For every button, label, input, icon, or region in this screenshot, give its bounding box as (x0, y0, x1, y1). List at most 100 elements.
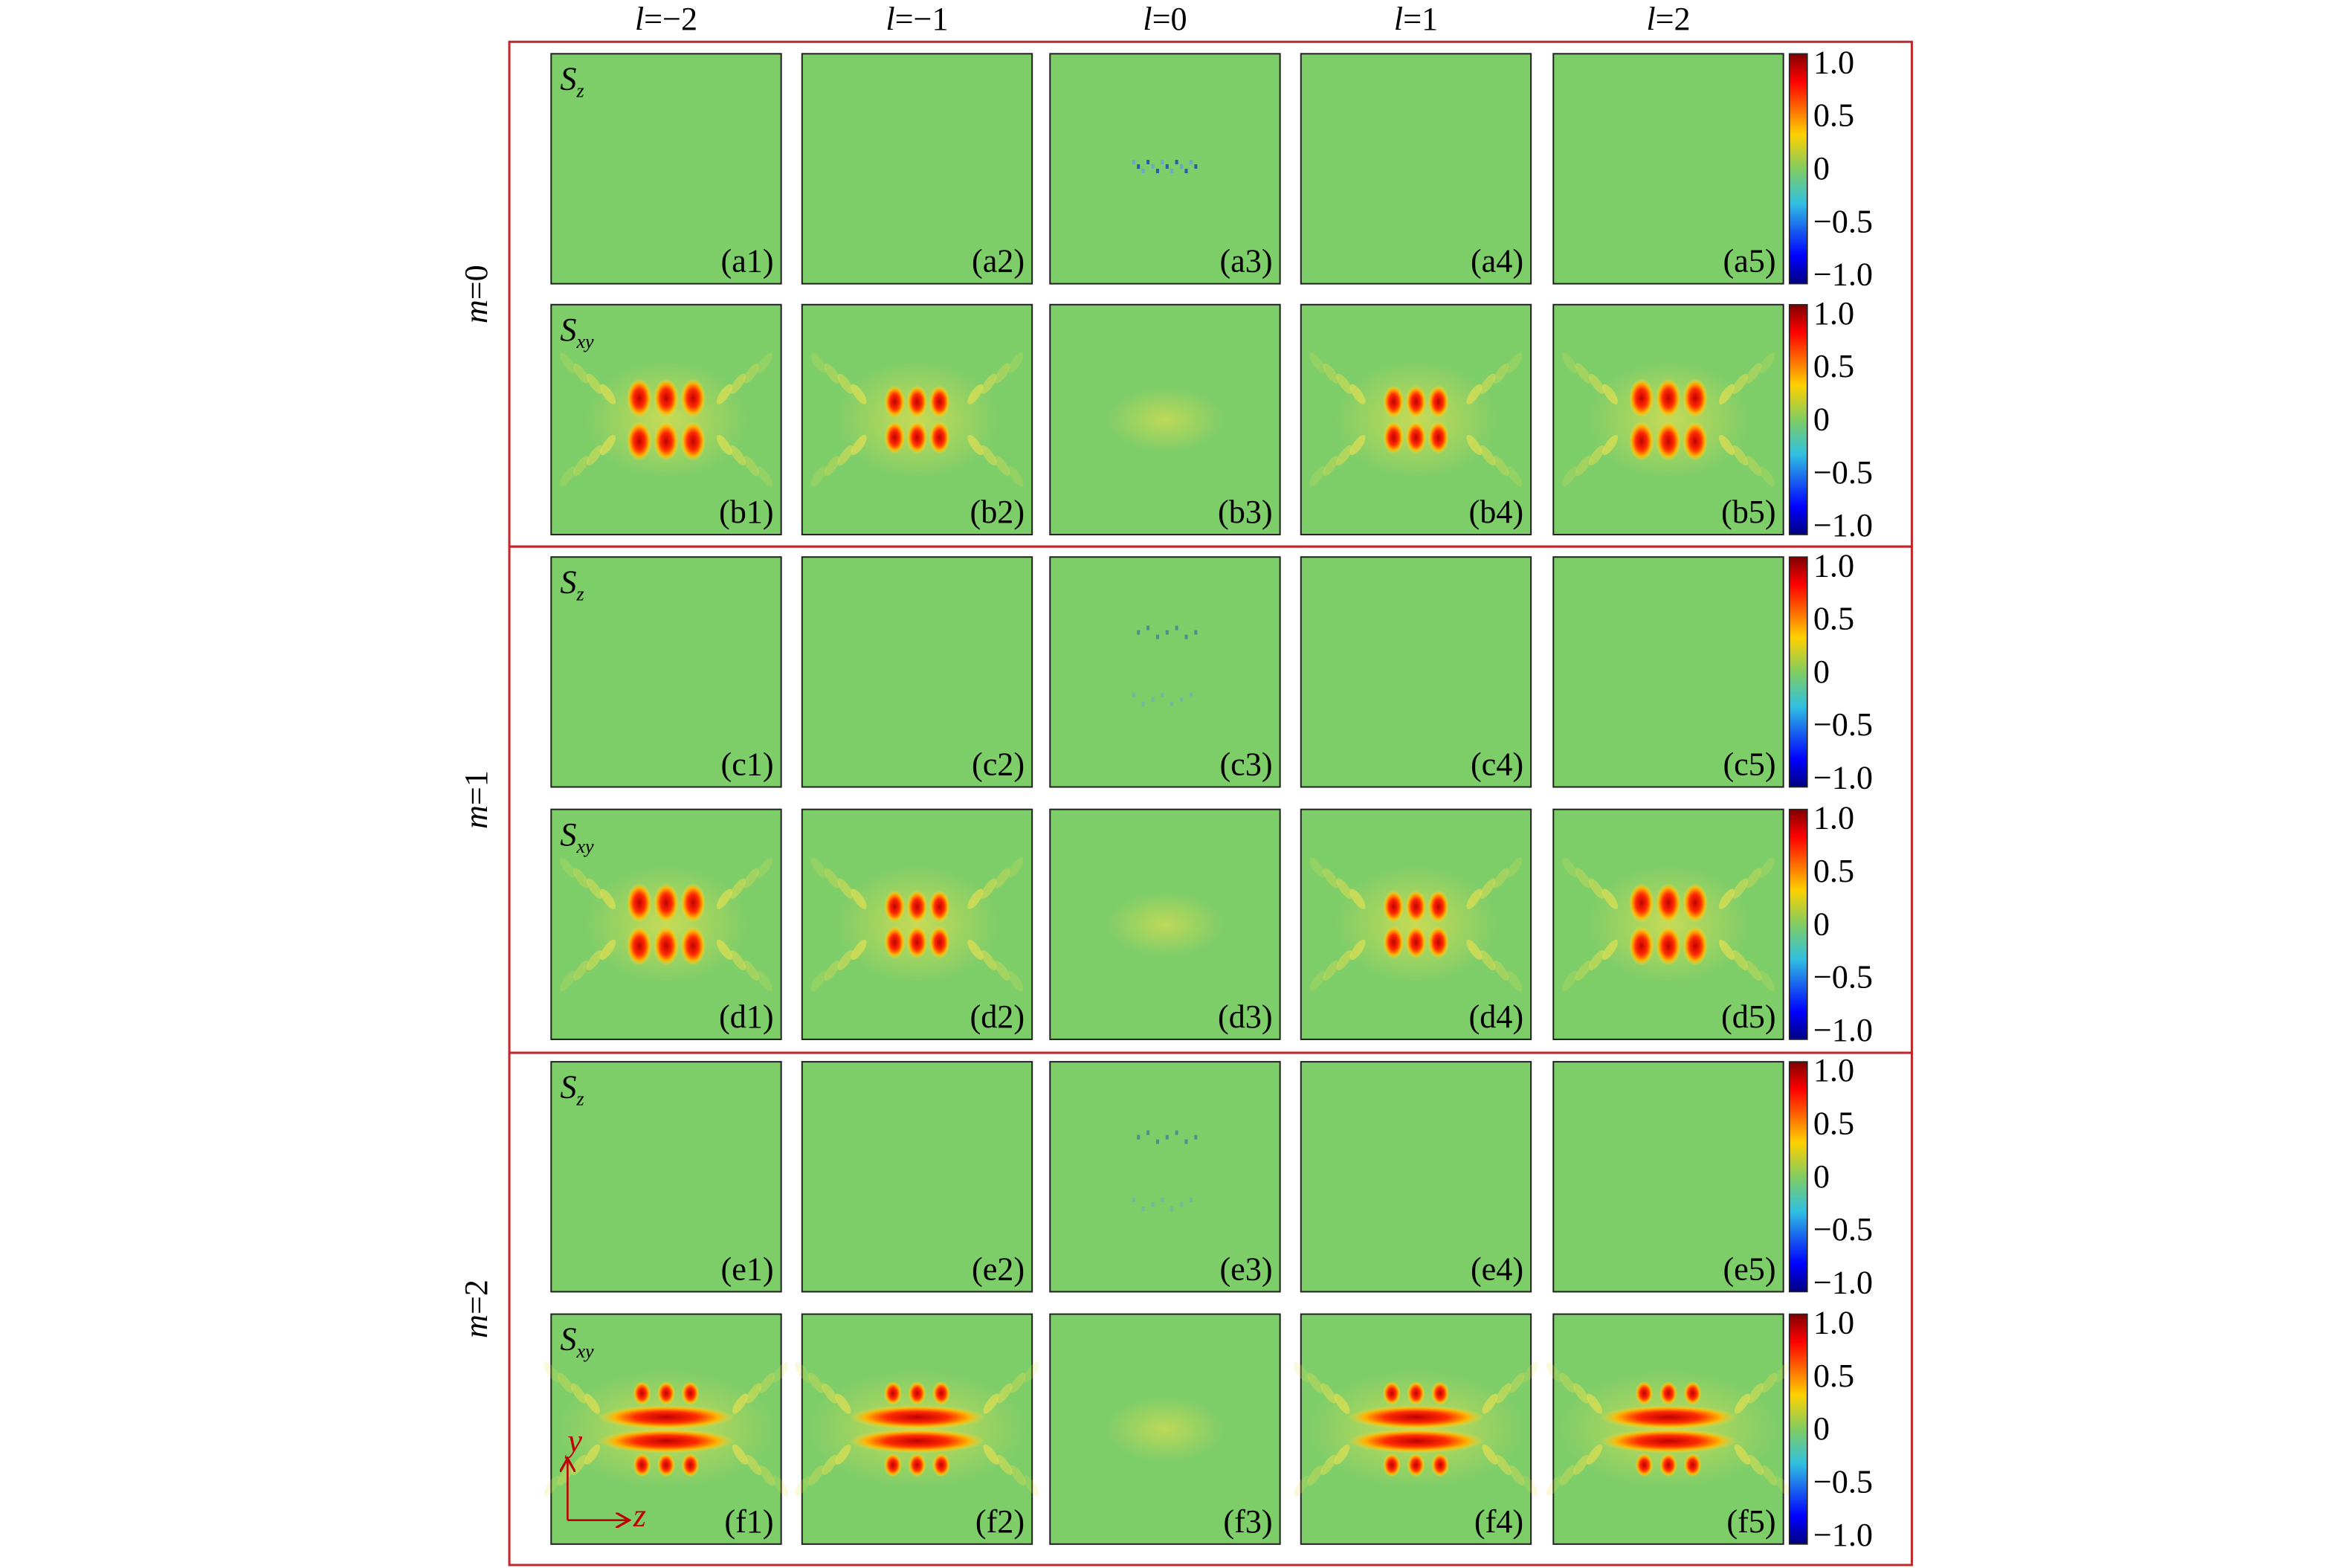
header-symbol: l (1646, 1, 1655, 37)
side-fringe (1309, 857, 1326, 878)
speckle (1155, 1139, 1159, 1144)
field-lobe (848, 1405, 986, 1430)
speckle (1137, 1135, 1141, 1140)
speckle (1189, 1197, 1193, 1202)
speckle (1170, 1206, 1174, 1211)
side-fringe (810, 352, 827, 373)
side-fringe (1010, 1372, 1026, 1393)
side-fringe (1506, 971, 1523, 992)
side-fringe (1561, 857, 1578, 878)
side-fringe (1732, 445, 1748, 466)
field-lobe (906, 385, 928, 419)
row-symbol: m (458, 1314, 494, 1338)
side-fringe (1466, 434, 1483, 456)
speckle (1180, 1201, 1184, 1207)
speckle (1194, 1135, 1198, 1140)
field-lobe (1383, 890, 1404, 923)
column-header: l=1 (1394, 1, 1438, 37)
side-fringe (1746, 868, 1761, 888)
side-fringe (1572, 1454, 1589, 1476)
side-fringe (1323, 456, 1339, 477)
header-symbol: l (1143, 1, 1152, 37)
side-fringe (851, 434, 867, 456)
panel-label: (e5) (1723, 1251, 1775, 1287)
colorbar (1788, 1313, 1808, 1545)
panel-label: (b3) (1218, 494, 1273, 530)
speckle (1175, 625, 1178, 630)
field-lobe (929, 890, 950, 923)
side-fringe (757, 857, 773, 878)
speckle (1165, 164, 1169, 169)
axis-label: y (564, 1422, 582, 1459)
side-fringe (716, 888, 732, 909)
field-lobe (657, 1381, 676, 1406)
side-fringe (1307, 1372, 1323, 1393)
panel-label: (c3) (1219, 746, 1272, 782)
header-value: =2 (1656, 1, 1691, 37)
quantity-symbol: S (560, 1068, 576, 1105)
side-fringe (824, 868, 840, 888)
field-halo (1105, 1396, 1225, 1462)
colorbar-tick-label: 0.5 (1813, 97, 1854, 134)
quantity-symbol: S (560, 564, 576, 600)
side-fringe (1320, 1383, 1337, 1404)
side-fringe (759, 1465, 775, 1486)
panel-label: (a1) (720, 243, 773, 280)
side-fringe (1509, 1465, 1525, 1486)
field-lobe (929, 421, 950, 454)
field-lobe (1405, 890, 1427, 923)
side-fringe (1589, 878, 1605, 899)
side-fringe (600, 939, 616, 961)
side-fringe (587, 445, 603, 466)
side-fringe (1294, 1475, 1310, 1497)
side-fringe (1561, 352, 1578, 373)
colorbar-tick-label: −1.0 (1813, 257, 1873, 293)
field-lobe (1407, 1453, 1425, 1477)
side-fringe (559, 466, 575, 487)
row-value: =2 (458, 1280, 494, 1314)
side-fringe (983, 1393, 999, 1414)
side-fringe (1007, 971, 1024, 992)
panel-label: (c4) (1471, 746, 1523, 782)
side-fringe (1323, 363, 1339, 384)
side-fringe (994, 868, 1010, 888)
speckle (1146, 159, 1150, 164)
side-fringe (1480, 949, 1496, 971)
field-lobe (1659, 1453, 1678, 1477)
side-fringe (584, 1444, 600, 1465)
panel-label: (c1) (720, 746, 773, 782)
side-fringe (1575, 960, 1591, 981)
field-lobe (906, 890, 928, 923)
side-fringe (1589, 949, 1605, 971)
colorbar (1788, 53, 1808, 285)
speckle (1161, 692, 1164, 698)
panel-label: (c5) (1723, 746, 1775, 782)
side-fringe (743, 960, 759, 981)
panel-label: (f3) (1223, 1503, 1272, 1540)
side-fringe (1506, 466, 1523, 487)
group-frame (508, 1051, 1913, 1567)
side-fringe (1734, 1444, 1750, 1465)
side-fringe (1495, 1383, 1512, 1404)
heatmap-panel (1552, 53, 1784, 285)
field-lobe (1405, 385, 1427, 419)
side-fringe (1506, 352, 1523, 373)
header-value: =1 (1403, 1, 1438, 37)
speckle (1141, 168, 1145, 173)
panel-label: (e4) (1471, 1251, 1523, 1287)
quantity-subscript: xy (575, 1340, 594, 1362)
quantity-label: Sxy (560, 1321, 594, 1362)
quantity-label: Sz (560, 61, 584, 102)
side-fringe (1334, 1444, 1350, 1465)
field-halo (1333, 864, 1498, 984)
field-lobe (884, 385, 906, 419)
field-lobe (1635, 1381, 1654, 1406)
quantity-symbol: S (560, 816, 576, 853)
speckle (1146, 1130, 1150, 1135)
side-fringe (1309, 466, 1326, 487)
colorbar-tick-label: 1.0 (1813, 1052, 1854, 1088)
field-lobe (1683, 1381, 1702, 1406)
row-value: =1 (458, 770, 494, 805)
field-lobe (1405, 421, 1427, 454)
colorbar-tick-label: −0.5 (1813, 1464, 1873, 1500)
